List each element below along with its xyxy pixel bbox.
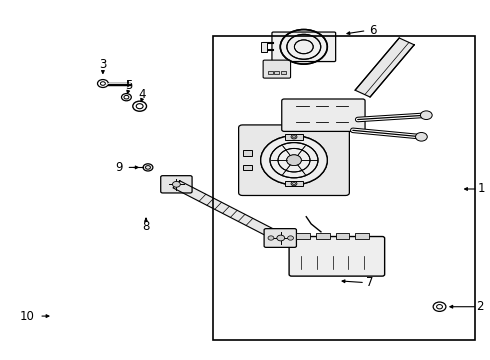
Bar bbox=[243, 165, 252, 170]
Circle shape bbox=[420, 111, 432, 120]
Circle shape bbox=[261, 136, 327, 185]
Circle shape bbox=[287, 155, 301, 166]
Circle shape bbox=[268, 236, 274, 240]
Polygon shape bbox=[173, 181, 284, 242]
Text: 1: 1 bbox=[477, 183, 485, 195]
Circle shape bbox=[277, 235, 285, 241]
Text: 2: 2 bbox=[476, 300, 484, 313]
Bar bbox=[285, 181, 303, 186]
Bar bbox=[213, 36, 475, 340]
Bar bbox=[243, 150, 252, 156]
Text: 8: 8 bbox=[142, 220, 150, 233]
Text: 4: 4 bbox=[138, 88, 146, 101]
Bar bbox=[268, 71, 273, 74]
Circle shape bbox=[172, 181, 180, 187]
Circle shape bbox=[261, 136, 327, 185]
FancyBboxPatch shape bbox=[264, 229, 296, 247]
Bar bbox=[285, 134, 303, 140]
Circle shape bbox=[416, 132, 427, 141]
Text: 9: 9 bbox=[115, 161, 123, 174]
Polygon shape bbox=[355, 38, 414, 97]
Bar bbox=[261, 42, 267, 52]
FancyBboxPatch shape bbox=[272, 32, 336, 62]
Text: 3: 3 bbox=[99, 58, 107, 71]
FancyBboxPatch shape bbox=[161, 176, 192, 193]
Text: 10: 10 bbox=[20, 310, 34, 323]
Bar bbox=[296, 233, 310, 239]
Text: 5: 5 bbox=[124, 79, 132, 92]
Circle shape bbox=[288, 236, 294, 240]
FancyBboxPatch shape bbox=[282, 99, 365, 131]
FancyBboxPatch shape bbox=[289, 237, 385, 276]
Bar bbox=[336, 233, 349, 239]
Bar bbox=[281, 71, 286, 74]
Text: 7: 7 bbox=[366, 276, 374, 289]
Bar bbox=[316, 233, 330, 239]
Circle shape bbox=[287, 155, 301, 166]
Bar bbox=[274, 71, 279, 74]
Circle shape bbox=[143, 164, 153, 171]
FancyBboxPatch shape bbox=[263, 60, 291, 78]
Text: 6: 6 bbox=[368, 24, 376, 37]
FancyBboxPatch shape bbox=[239, 125, 349, 195]
Bar bbox=[355, 233, 369, 239]
